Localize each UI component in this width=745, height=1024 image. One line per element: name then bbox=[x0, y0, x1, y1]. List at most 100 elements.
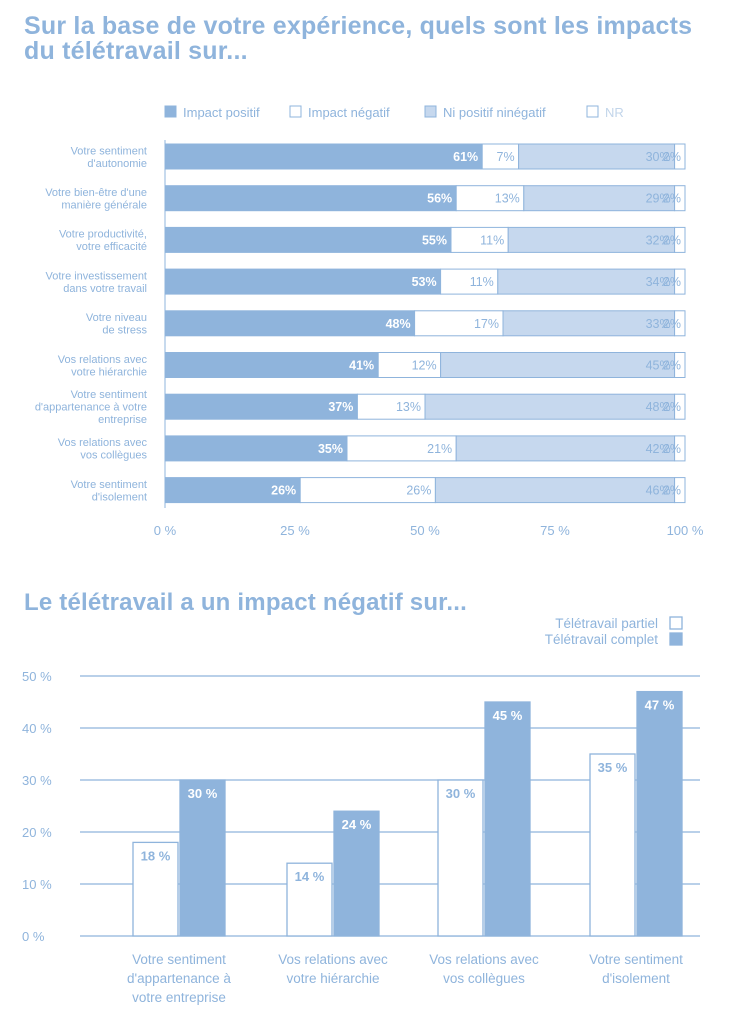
x-tick-label: 100 % bbox=[667, 523, 704, 538]
legend-label: Impact négatif bbox=[308, 105, 390, 120]
bar bbox=[286, 862, 333, 937]
bar-segment bbox=[450, 226, 509, 253]
legend-label: Télétravail partiel bbox=[555, 616, 658, 631]
legend-item: Impact positif bbox=[164, 105, 260, 120]
bar-segment bbox=[455, 185, 525, 212]
category-label: Votre sentiment d'appartenance à votre ent… bbox=[127, 952, 231, 1005]
legend-item: Télétravail complet bbox=[545, 632, 683, 647]
data-label: 37% bbox=[328, 400, 353, 414]
bar-segment bbox=[164, 477, 301, 504]
data-label: 11% bbox=[470, 275, 494, 289]
bar-segment bbox=[164, 226, 452, 253]
data-label: 55% bbox=[422, 233, 447, 247]
bar-segment bbox=[414, 310, 504, 337]
bar-segment bbox=[674, 477, 686, 504]
data-label: 30 % bbox=[446, 786, 476, 801]
data-label: 2% bbox=[663, 192, 681, 206]
data-label: 2% bbox=[663, 275, 681, 289]
data-label: 47 % bbox=[645, 698, 675, 713]
legend-label: Ni positif ninégatif bbox=[443, 105, 546, 120]
data-label: 48% bbox=[646, 400, 671, 414]
bar-segment bbox=[674, 310, 686, 337]
bar-segment bbox=[674, 268, 686, 295]
data-label: 2% bbox=[663, 150, 681, 164]
legend-item: NR bbox=[586, 105, 624, 120]
legend-swatch bbox=[586, 105, 599, 118]
bar bbox=[437, 779, 484, 937]
bar-segment bbox=[299, 477, 436, 504]
data-label: 11% bbox=[480, 233, 504, 247]
data-label: 7% bbox=[497, 150, 515, 164]
bar bbox=[179, 779, 226, 937]
y-tick-label: 20 % bbox=[22, 825, 52, 840]
stacked-bar-chart: Impact positif Impact négatif Ni positif n… bbox=[35, 105, 704, 538]
y-tick-label: 30 % bbox=[22, 773, 52, 788]
bar bbox=[636, 690, 683, 937]
data-label: 53% bbox=[412, 275, 437, 289]
data-label: 13% bbox=[396, 400, 421, 414]
data-label: 30 % bbox=[188, 786, 218, 801]
bar-segment bbox=[674, 435, 686, 462]
bar-segment bbox=[164, 352, 379, 378]
data-label: 21% bbox=[427, 442, 452, 456]
bar bbox=[484, 701, 531, 937]
category-label: Vos relations avec vos collègues bbox=[58, 437, 148, 462]
bar-segment bbox=[674, 143, 686, 170]
bar-segment bbox=[346, 435, 457, 462]
data-label: 18 % bbox=[141, 848, 171, 863]
bar-segment bbox=[440, 352, 676, 378]
bar-segment bbox=[164, 393, 358, 420]
category-label: Votre sentiment d'appartenance à votre ent… bbox=[35, 389, 147, 426]
bar-segment bbox=[434, 477, 676, 504]
x-tick-label: 50 % bbox=[410, 523, 440, 538]
bar-segment bbox=[424, 393, 676, 420]
data-label: 61% bbox=[453, 150, 478, 164]
legend-label: Télétravail complet bbox=[545, 632, 659, 647]
data-label: 2% bbox=[663, 317, 681, 331]
bar-segment bbox=[674, 352, 686, 378]
category-label: Votre niveau de stress bbox=[86, 312, 148, 337]
bar bbox=[333, 810, 380, 937]
y-tick-label: 0 % bbox=[22, 929, 45, 944]
bar-segment bbox=[164, 143, 483, 170]
category-label: Vos relations avec votre hiérarchie bbox=[278, 952, 388, 986]
data-label: 13% bbox=[495, 192, 520, 206]
bar-segment bbox=[523, 185, 676, 212]
data-label: 17% bbox=[474, 317, 499, 331]
chart1-title: Sur la base de votre expérience, quels s… bbox=[24, 12, 693, 65]
data-label: 56% bbox=[427, 192, 452, 206]
data-label: 24 % bbox=[342, 817, 372, 832]
data-label: 34% bbox=[646, 275, 671, 289]
bar-segment bbox=[440, 268, 499, 295]
category-label: Vos relations avec votre hiérarchie bbox=[58, 354, 148, 379]
data-label: 2% bbox=[663, 233, 681, 247]
bar-segment bbox=[674, 185, 686, 212]
x-tick-label: 25 % bbox=[280, 523, 310, 538]
x-tick-label: 75 % bbox=[540, 523, 570, 538]
data-label: 45 % bbox=[493, 708, 523, 723]
x-tick-label: 0 % bbox=[154, 523, 177, 538]
data-label: 26% bbox=[406, 484, 431, 498]
legend-swatch bbox=[289, 105, 302, 118]
category-label: Votre sentiment d'isolement bbox=[589, 952, 683, 986]
category-label: Votre investissement dans votre travail bbox=[46, 270, 148, 295]
category-label: Votre productivité, votre efficacité bbox=[59, 229, 147, 254]
bar-segment bbox=[497, 268, 676, 295]
bar-segment bbox=[164, 185, 457, 212]
category-label: Votre bien-être d'une manière générale bbox=[45, 187, 147, 212]
data-label: 46% bbox=[646, 484, 671, 498]
bar-segment bbox=[518, 143, 676, 170]
data-label: 29% bbox=[646, 192, 671, 206]
chart2-title: Le télétravail a un impact négatif sur..… bbox=[24, 589, 468, 616]
bar-segment bbox=[164, 435, 348, 462]
data-label: 2% bbox=[663, 400, 681, 414]
data-label: 26% bbox=[271, 484, 296, 498]
data-label: 32% bbox=[646, 233, 671, 247]
data-label: 45% bbox=[646, 359, 671, 373]
data-label: 14 % bbox=[295, 869, 325, 884]
category-label: Votre sentiment d'autonomie bbox=[71, 145, 147, 170]
bar-segment bbox=[356, 393, 426, 420]
data-label: 35% bbox=[318, 442, 343, 456]
